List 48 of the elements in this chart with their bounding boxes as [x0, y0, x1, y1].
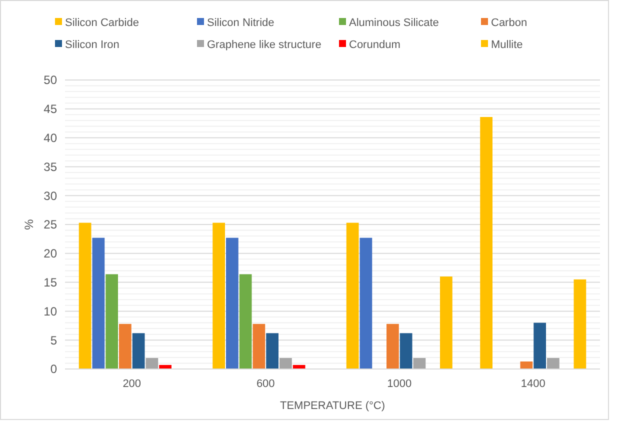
- x-tick-label: 600: [256, 378, 275, 390]
- y-tick-label: 50: [44, 73, 58, 88]
- bar: [106, 274, 118, 369]
- legend-label: Aluminous Silicate: [349, 16, 439, 29]
- bar: [400, 333, 412, 369]
- x-tick-label: 200: [122, 378, 142, 390]
- x-tick-label: 1400: [520, 378, 546, 390]
- bar: [480, 116, 492, 369]
- bar: [360, 238, 372, 369]
- bar: [92, 238, 105, 369]
- bar: [534, 322, 546, 369]
- legend-label: Mullite: [491, 38, 523, 51]
- bar: [226, 238, 238, 369]
- legend-label: Silicon Iron: [65, 38, 120, 51]
- y-tick-label: 25: [44, 218, 58, 232]
- bar: [574, 279, 586, 369]
- bar: [520, 361, 533, 369]
- bar: [413, 358, 426, 369]
- bar: [252, 324, 266, 369]
- legend-label: Carbon: [491, 16, 528, 29]
- bar: [239, 274, 252, 369]
- bar: [119, 324, 132, 369]
- x-axis-title: TEMPERATURE (°C): [280, 400, 386, 412]
- y-tick-label: 35: [44, 160, 58, 174]
- legend-label: Corundum: [349, 38, 400, 51]
- y-axis-title: %: [22, 218, 36, 230]
- y-tick-label: 15: [44, 276, 58, 290]
- y-tick-label: 5: [50, 333, 58, 348]
- bar: [266, 333, 278, 369]
- bar: [440, 276, 452, 369]
- bar: [78, 222, 92, 369]
- bar: [146, 358, 158, 369]
- x-tick-label: 1000: [387, 378, 412, 390]
- bar: [132, 333, 145, 369]
- bar: [547, 358, 560, 369]
- bar: [212, 222, 225, 369]
- y-tick-label: 20: [44, 246, 58, 261]
- bar: [346, 222, 359, 369]
- legend-label: Silicon Nitride: [207, 16, 274, 29]
- y-tick-label: 45: [44, 102, 58, 116]
- bar: [280, 358, 292, 369]
- y-tick-label: 10: [44, 304, 58, 318]
- y-tick-label: 30: [44, 188, 58, 203]
- bar: [386, 324, 399, 369]
- legend-label: Graphene like structure: [207, 38, 322, 51]
- y-tick-label: 40: [44, 131, 58, 145]
- y-tick-label: 0: [50, 362, 58, 376]
- legend-label: Silicon Carbide: [65, 16, 139, 29]
